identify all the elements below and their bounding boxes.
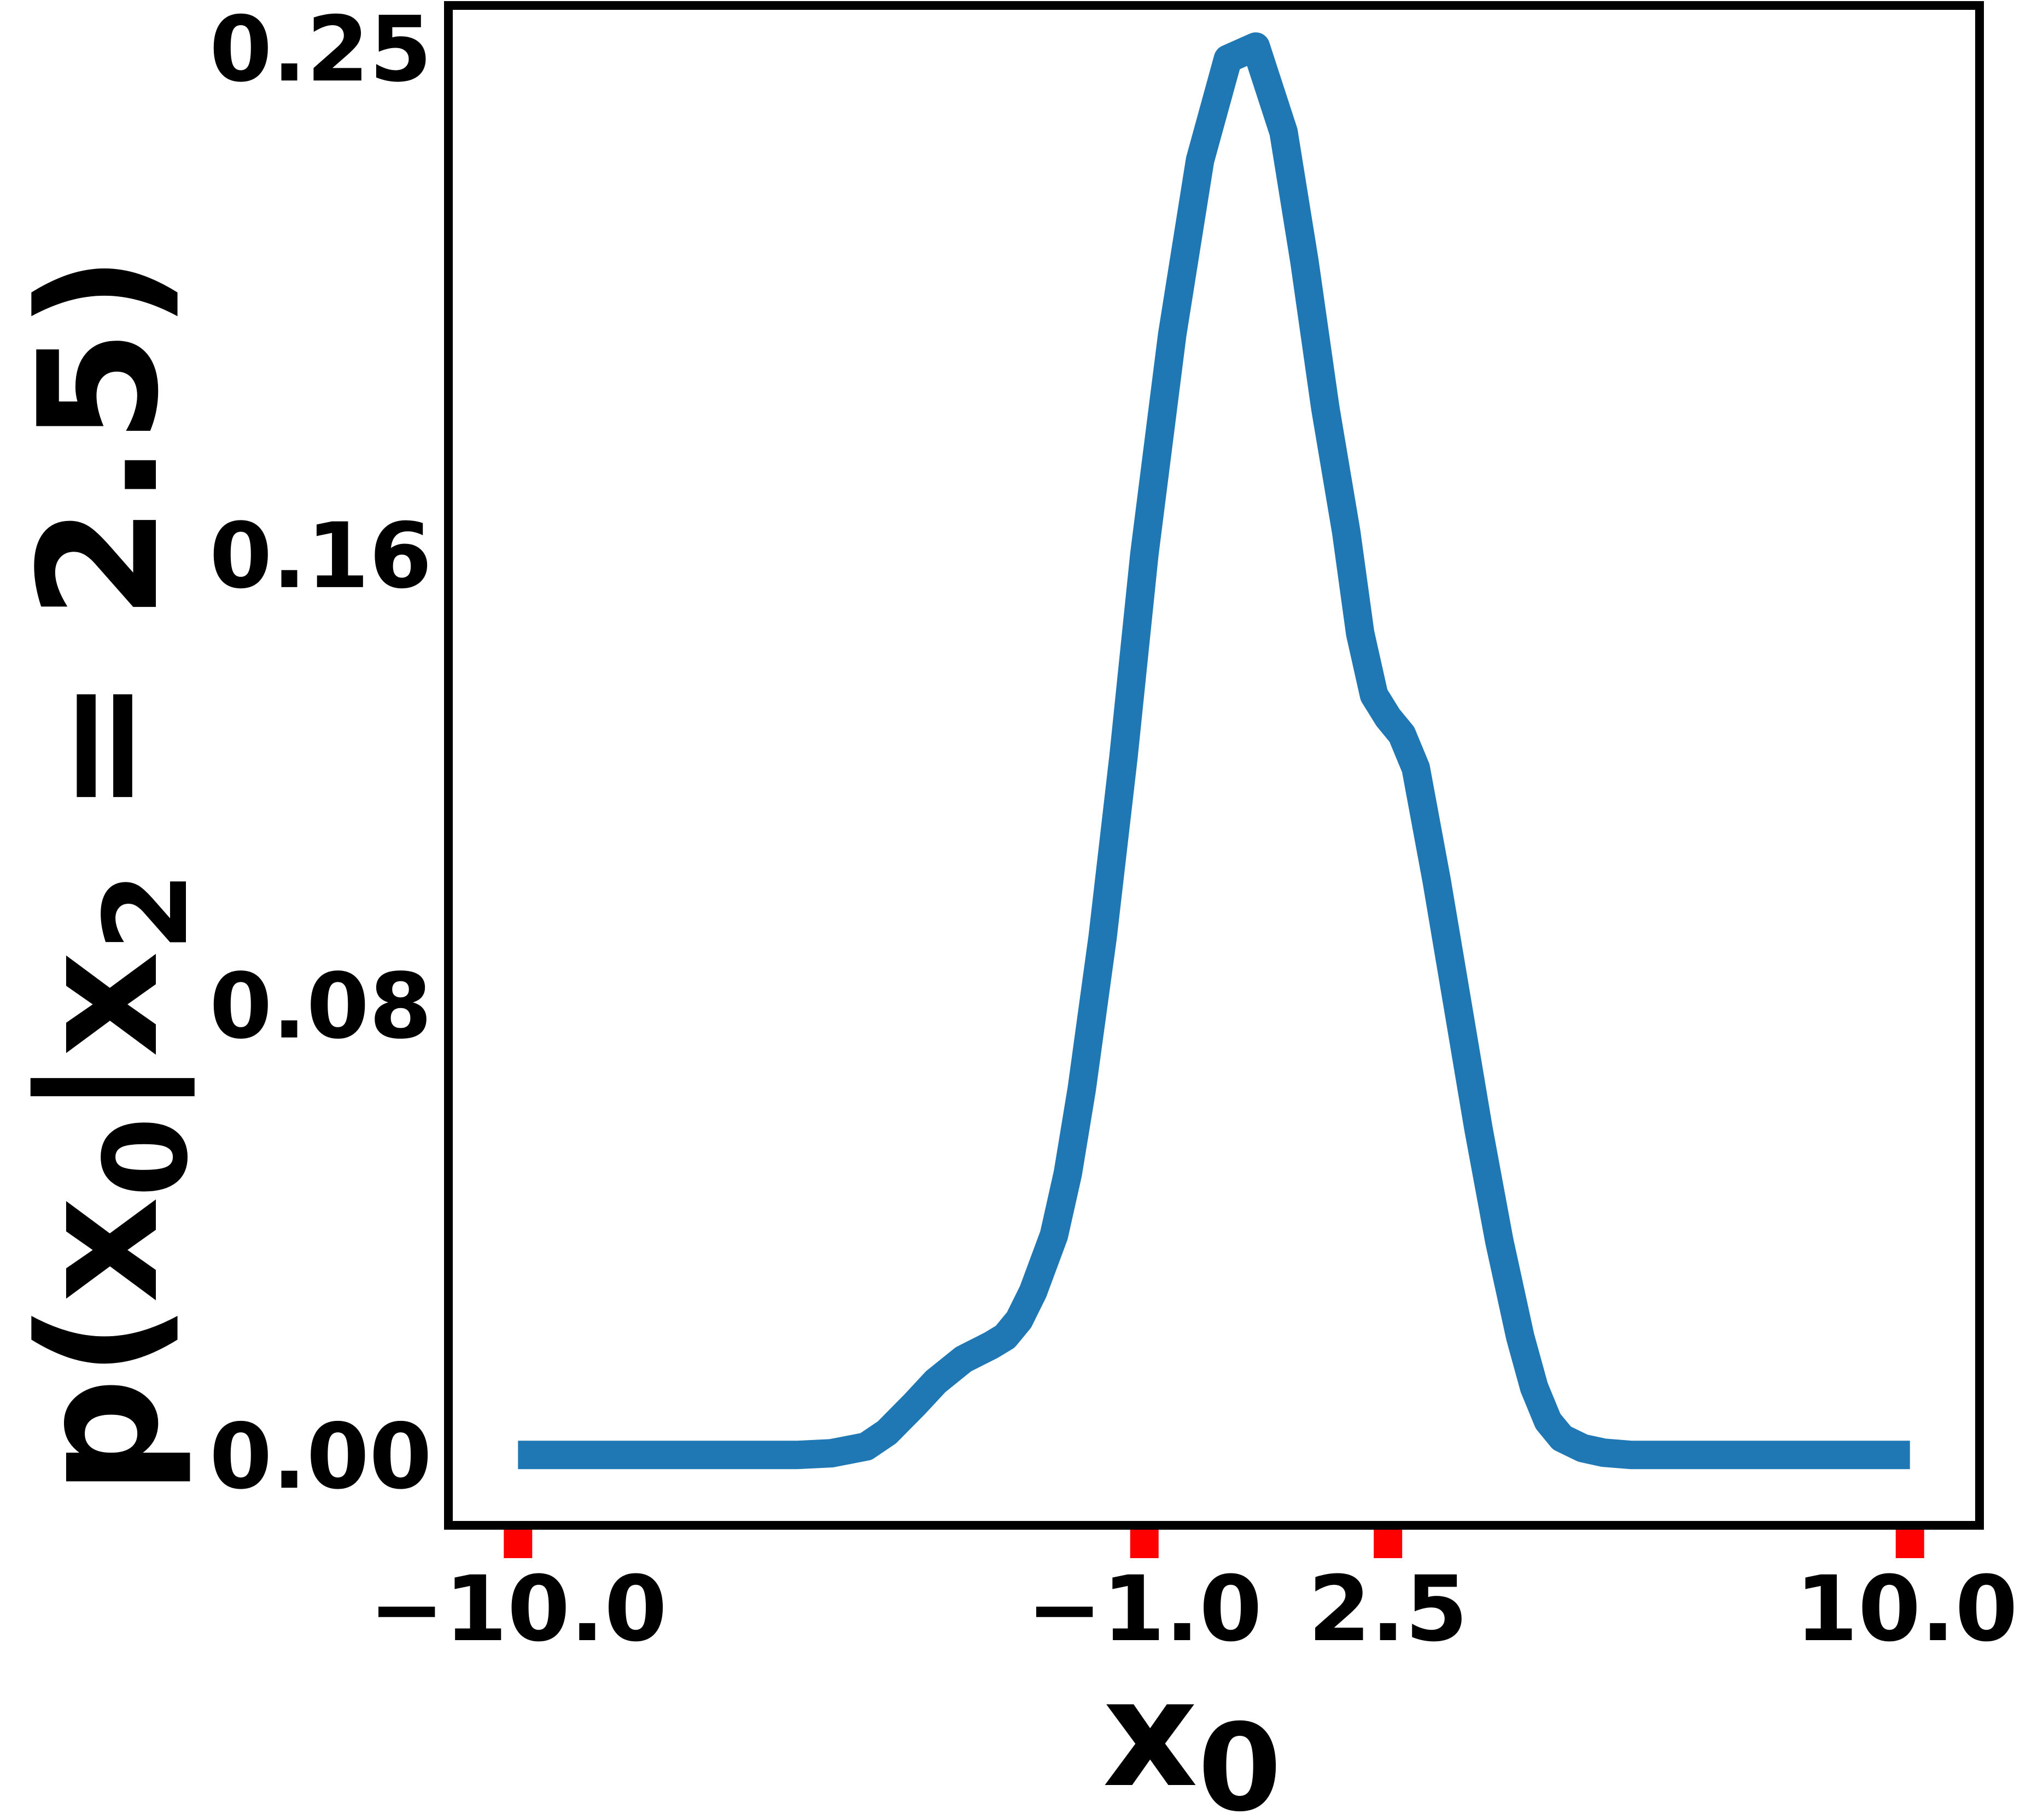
- y-label-p: p(x: [4, 1197, 195, 1495]
- x-tick-marker: [1374, 1530, 1403, 1558]
- y-label-mid: |x: [4, 951, 197, 1117]
- x-tick-markers: [504, 1530, 1924, 1558]
- density-line: [518, 32, 1910, 1470]
- y-label-sub0: 0: [79, 1117, 213, 1197]
- y-tick-label: 0.00: [209, 1404, 432, 1509]
- x-label-sub: 0: [1198, 1698, 1282, 1820]
- x-tick-labels: −10.0 −1.0 2.5 10.0: [369, 1556, 2018, 1661]
- x-tick-label: −10.0: [369, 1556, 667, 1661]
- y-tick-labels: 0.00 0.08 0.16 0.25: [209, 0, 432, 1509]
- plot-frame: [444, 1, 1984, 1530]
- x-tick-marker: [504, 1530, 533, 1558]
- x-label-main: x: [1102, 1648, 1198, 1820]
- y-label-end: = 2.5): [4, 254, 195, 871]
- x-tick-marker: [1130, 1530, 1159, 1558]
- x-tick-label: −1.0: [1026, 1556, 1262, 1661]
- x-axis-label: x0: [1102, 1648, 1281, 1820]
- y-axis-label: p(x0|x2 = 2.5): [4, 254, 213, 1495]
- x-tick-marker: [1895, 1530, 1924, 1558]
- y-label-sub2: 2: [79, 871, 213, 951]
- y-tick-label: 0.16: [209, 504, 432, 608]
- x-tick-label: 10.0: [1795, 1556, 2018, 1661]
- y-tick-label: 0.08: [209, 954, 432, 1059]
- x-tick-label: 2.5: [1308, 1556, 1468, 1661]
- y-tick-label: 0.25: [209, 0, 432, 102]
